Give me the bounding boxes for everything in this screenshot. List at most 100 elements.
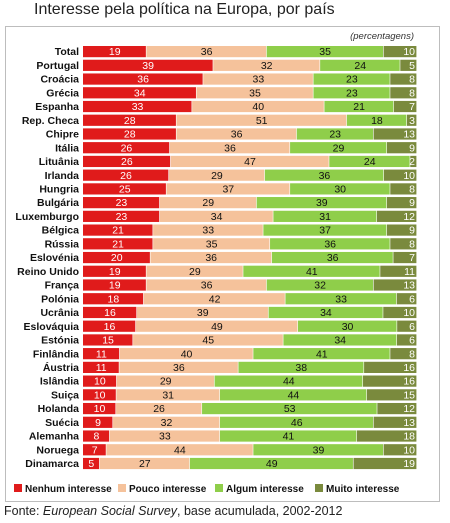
bar-segment-algum	[270, 238, 390, 250]
bar-segment-muito	[390, 87, 417, 99]
value-label-pouco: 37	[222, 184, 234, 196]
bar-segment-nenhum	[83, 210, 160, 222]
value-label-algum: 38	[295, 362, 307, 374]
value-label-nenhum: 20	[111, 252, 123, 264]
value-label-pouco: 39	[197, 307, 209, 319]
value-label-nenhum: 39	[142, 60, 154, 72]
bar-segment-pouco	[146, 46, 267, 58]
value-label-pouco: 47	[244, 156, 256, 168]
bar-segment-pouco	[203, 73, 313, 85]
value-label-nenhum: 28	[124, 129, 136, 141]
bar-segment-pouco	[119, 361, 238, 373]
bar-segment-nenhum	[83, 73, 203, 85]
bar-segment-nenhum	[83, 402, 116, 415]
value-label-muito: 16	[403, 362, 415, 374]
bar-segment-pouco	[150, 251, 272, 264]
legend-label-algum: Algum interesse	[226, 484, 304, 495]
value-label-muito: 5	[409, 60, 415, 72]
source-note: Fonte: European Social Survey, base acum…	[4, 504, 342, 518]
bar-segment-nenhum	[83, 100, 192, 113]
category-label: Alemanha	[29, 431, 79, 443]
bar-segment-muito	[400, 59, 417, 71]
value-label-muito: 8	[409, 74, 415, 86]
category-label: Irlanda	[45, 170, 80, 182]
category-label: Finlândia	[33, 348, 79, 360]
bar-segment-pouco	[146, 265, 243, 277]
category-label: Polónia	[41, 293, 79, 305]
value-label-muito: 12	[403, 403, 415, 415]
bar-segment-nenhum	[83, 389, 116, 401]
value-label-algum: 39	[313, 444, 325, 456]
category-label: Itália	[55, 142, 79, 154]
bar-segment-muito	[373, 416, 417, 428]
value-label-algum: 34	[320, 307, 332, 319]
value-label-pouco: 29	[211, 170, 223, 182]
legend-label-pouco: Pouco interesse	[129, 484, 207, 495]
value-label-muito: 8	[409, 87, 415, 99]
bar-segment-pouco	[116, 389, 220, 401]
bar-segment-nenhum	[83, 46, 146, 58]
value-label-muito: 6	[409, 335, 415, 347]
value-label-algum: 44	[288, 389, 300, 401]
bar-segment-pouco	[153, 224, 263, 236]
value-label-pouco: 27	[139, 458, 151, 470]
bar-segment-pouco	[213, 59, 320, 71]
bar-segment-algum	[189, 457, 353, 470]
value-label-muito: 11	[404, 266, 415, 278]
value-label-nenhum: 10	[94, 376, 106, 388]
bar-segment-pouco	[109, 430, 220, 442]
value-label-algum: 30	[334, 184, 346, 196]
bar-segment-muito	[390, 73, 417, 85]
value-label-pouco: 33	[202, 225, 214, 237]
bar-segment-nenhum	[83, 59, 213, 71]
bar-segment-nenhum	[83, 183, 166, 195]
value-label-nenhum: 8	[93, 431, 99, 443]
bar-segment-algum	[283, 334, 397, 346]
value-label-pouco: 35	[249, 87, 261, 99]
bar-segment-algum	[313, 87, 390, 99]
bar-segment-muito	[383, 444, 417, 456]
value-label-nenhum: 19	[109, 266, 121, 278]
category-label: Holanda	[38, 403, 80, 415]
value-label-nenhum: 9	[95, 417, 101, 429]
bar-segment-nenhum	[83, 155, 171, 168]
legend: Nenhum interesse Pouco interesse Algum int…	[14, 484, 400, 495]
bar-segment-nenhum	[83, 169, 169, 181]
value-label-pouco: 51	[256, 115, 268, 127]
bar-segment-nenhum	[83, 416, 113, 428]
category-label: Grécia	[46, 87, 79, 99]
category-label: Luxemburgo	[15, 211, 79, 223]
value-label-muito: 6	[409, 293, 415, 305]
bar-segment-pouco	[166, 183, 290, 195]
value-label-nenhum: 26	[120, 170, 132, 182]
value-label-algum: 30	[342, 321, 354, 333]
value-label-nenhum: 26	[121, 156, 133, 168]
bar-segment-muito	[393, 100, 417, 113]
value-label-muito: 16	[403, 376, 415, 388]
value-label-pouco: 34	[211, 211, 223, 223]
unit-note: (percentagens)	[350, 31, 414, 42]
bar-segment-algum	[238, 361, 364, 373]
bar-segment-algum	[296, 128, 373, 140]
bar-segment-nenhum	[83, 444, 106, 456]
value-label-pouco: 29	[160, 376, 172, 388]
bar-segment-muito	[356, 430, 417, 442]
category-label: Eslováquia	[24, 321, 80, 333]
bar-segment-muito	[383, 46, 417, 58]
value-label-muito: 19	[403, 458, 415, 470]
value-label-pouco: 26	[153, 403, 165, 415]
bar-segment-algum	[266, 46, 383, 58]
bar-segment-muito	[410, 155, 417, 168]
value-label-muito: 10	[403, 307, 415, 319]
category-label: Reino Unido	[17, 266, 79, 278]
value-label-muito: 13	[403, 417, 415, 429]
bar-segment-algum	[273, 210, 377, 222]
value-label-pouco: 31	[162, 389, 174, 401]
value-label-muito: 13	[403, 129, 415, 141]
category-label: Rússia	[45, 238, 80, 250]
bar-segment-algum	[214, 375, 363, 387]
legend-label-nenhum: Nenhum interesse	[25, 484, 112, 495]
bar-segment-pouco	[168, 169, 265, 181]
value-label-muito: 10	[403, 170, 415, 182]
